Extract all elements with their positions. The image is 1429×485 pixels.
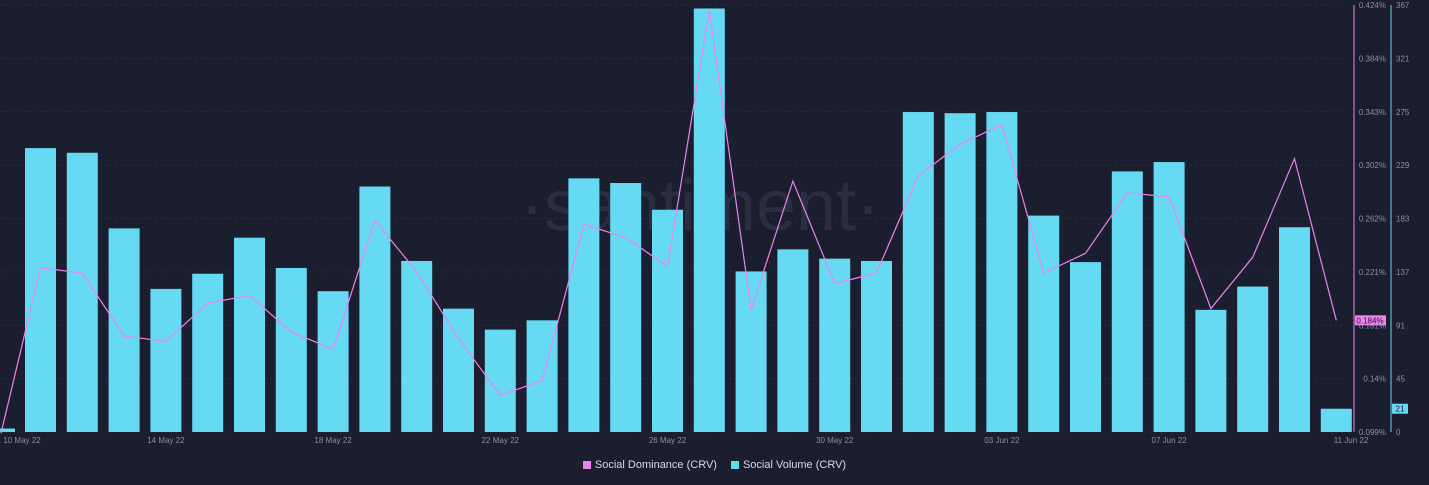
x-tick-label: 10 May 22 [3,436,41,445]
legend-item-volume[interactable]: Social Volume (CRV) [730,459,847,471]
volume-bar [944,113,976,433]
axes: 0.099% 0.14% 0.181% 0.221% 0.262% 0.302% 0.343… [1353,1,1410,437]
volume-bar [443,308,474,432]
volume-bar [1070,262,1101,432]
current-dominance-label: 0.184% [1356,316,1383,325]
volume-bar [861,260,892,432]
volume-bar [735,271,767,432]
volume-tick-label: 0 [1396,428,1401,437]
dominance-series-line [0,10,1337,434]
volume-bar [693,8,725,432]
volume-bar [192,273,224,432]
legend-label-dominance: Social Dominance (CRV) [594,459,717,471]
x-tick-label: 30 May 22 [816,436,854,445]
x-tick-label: 22 May 22 [482,436,520,445]
volume-bar [25,148,56,432]
volume-bar [652,209,683,432]
volume-bar [568,178,600,432]
volume-bar [234,237,265,432]
volume-bar [526,320,558,432]
x-tick-label: 07 Jun 22 [1152,436,1188,445]
volume-tick-label: 91 [1396,321,1405,330]
volume-bar [986,112,1018,433]
current-volume-badge [1392,403,1408,414]
volume-bar [66,152,98,432]
volume-bar [317,291,349,432]
volume-tick-label: 275 [1396,108,1410,117]
chart-canvas: ·santiment· 0.099%0.14%0.181%0.221%0.262… [0,1,1410,445]
volume-bar [1320,408,1352,432]
chart-legend: Social Dominance (CRV) Social Volume (CR… [0,459,1429,471]
volume-bar [401,260,433,432]
legend-swatch-volume [730,461,739,469]
volume-tick-label: 367 [1396,1,1410,10]
dominance-tick-label: 0.384% [1359,54,1386,63]
volume-bar [1153,162,1185,432]
dominance-tick-label: 0.262% [1359,215,1386,224]
legend-label-volume: Social Volume (CRV) [742,459,847,471]
volume-bar [1028,215,1060,432]
x-tick-label: 03 Jun 22 [984,436,1020,445]
volume-bar [610,183,642,432]
x-tick-label: 18 May 22 [314,436,352,445]
volume-bar [108,228,140,432]
dominance-tick-label: 0.343% [1359,108,1386,117]
x-tick-label: 11 Jun 22 [1334,436,1369,445]
x-tick-label: 26 May 22 [649,436,687,445]
volume-bar [359,186,391,432]
volume-bar [0,428,15,432]
dominance-tick-label: 0.14% [1363,375,1386,384]
volume-bar [1279,227,1310,432]
volume-tick-label: 45 [1396,375,1405,384]
legend-item-dominance[interactable]: Social Dominance (CRV) [582,459,717,471]
volume-bar [275,267,307,432]
legend-swatch-dominance [582,461,591,469]
volume-tick-label: 137 [1396,268,1410,277]
volume-bar [902,112,934,433]
volume-bar [1195,309,1227,432]
current-volume-label: 21 [1396,405,1405,414]
volume-bar [819,258,851,432]
volume-bar [1237,286,1269,432]
volume-bar [1111,171,1143,432]
x-axis-ticks: 10 May 22 14 May 22 18 May 22 22 May 22 26 M… [3,436,1369,445]
dominance-tick-label: 0.099% [1359,428,1386,437]
volume-tick-label: 229 [1396,161,1410,170]
dominance-line [0,10,1337,434]
volume-bars [0,8,1352,433]
dominance-tick-label: 0.181% [1359,321,1386,330]
volume-bar [150,288,182,432]
volume-tick-label: 321 [1396,54,1410,63]
volume-bar [777,249,809,432]
dominance-tick-label: 0.302% [1359,161,1386,170]
dominance-tick-label: 0.424% [1359,1,1386,10]
current-dominance-badge [1355,315,1386,326]
volume-tick-label: 183 [1396,215,1410,224]
dominance-tick-label: 0.221% [1359,268,1386,277]
x-tick-label: 14 May 22 [147,436,185,445]
